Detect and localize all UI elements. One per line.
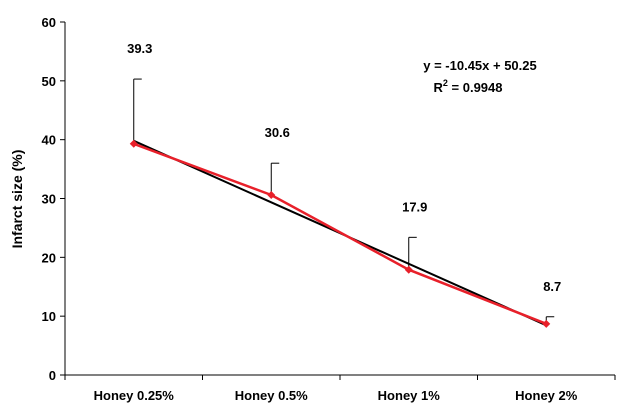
data-label: 17.9: [402, 199, 427, 214]
y-tick-label: 40: [42, 133, 56, 148]
y-tick-label: 30: [42, 192, 56, 207]
data-point: [404, 265, 413, 274]
data-point: [542, 319, 551, 328]
data-point: [267, 190, 276, 199]
y-axis-title: Infarct size (%): [9, 150, 25, 249]
y-tick-label: 50: [42, 74, 56, 89]
y-ticks: 0 10 20 30 40 50 60: [42, 15, 65, 383]
x-tick-label: Honey 0.5%: [235, 388, 308, 403]
series-group: [129, 139, 551, 328]
data-point: [129, 139, 138, 148]
data-label: 30.6: [265, 125, 290, 140]
error-bars: [133, 78, 555, 324]
x-axis: Honey 0.25% Honey 0.5% Honey 1% Honey 2%: [64, 374, 616, 403]
y-tick-label: 10: [42, 309, 56, 324]
y-tick-label: 20: [42, 250, 56, 265]
data-labels: 39.3 30.6 17.9 8.7: [127, 41, 561, 294]
x-ticks: Honey 0.25% Honey 0.5% Honey 1% Honey 2%: [64, 375, 616, 403]
x-tick-label: Honey 0.25%: [94, 388, 175, 403]
r-squared-value: = 0.9948: [448, 80, 503, 95]
y-axis: 0 10 20 30 40 50 60: [42, 15, 66, 383]
y-tick-label: 60: [42, 15, 56, 30]
data-label: 39.3: [127, 41, 152, 56]
data-label: 8.7: [543, 279, 561, 294]
r-squared-text: R2 = 0.9948: [434, 78, 503, 95]
r-squared-superscript: 2: [443, 78, 448, 88]
trendline-equation: y = -10.45x + 50.25 R2 = 0.9948: [423, 58, 536, 95]
x-tick-label: Honey 2%: [515, 388, 578, 403]
equation-text: y = -10.45x + 50.25: [423, 58, 536, 73]
series-line: [133, 142, 547, 325]
y-tick-label: 0: [49, 368, 56, 383]
x-tick-label: Honey 1%: [378, 388, 441, 403]
r-squared-prefix: R: [434, 80, 444, 95]
